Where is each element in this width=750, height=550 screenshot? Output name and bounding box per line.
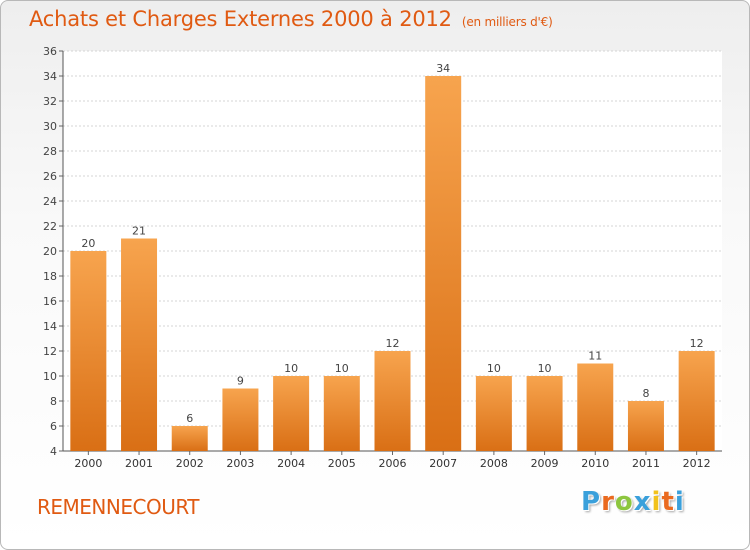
logo-letter: r <box>601 487 615 517</box>
logo-letter: t <box>661 487 675 517</box>
y-tick-label: 14 <box>43 320 57 333</box>
y-tick-label: 16 <box>43 295 57 308</box>
bar <box>121 238 158 451</box>
y-tick-label: 6 <box>50 420 57 433</box>
chart-unit-label: (en milliers d'€) <box>461 15 553 29</box>
x-tick-label: 2012 <box>683 457 711 470</box>
x-tick-label: 2008 <box>480 457 508 470</box>
y-tick-label: 32 <box>43 95 57 108</box>
bar-value-label: 10 <box>538 362 552 375</box>
y-tick-label: 12 <box>43 345 57 358</box>
y-tick-label: 24 <box>43 195 57 208</box>
bar <box>577 363 614 451</box>
bar-value-label: 9 <box>237 375 244 388</box>
bar-value-label: 10 <box>335 362 349 375</box>
y-tick-label: 10 <box>43 370 57 383</box>
chart-title: Achats et Charges Externes 2000 à 2012 (e… <box>29 7 553 31</box>
x-tick-label: 2005 <box>328 457 356 470</box>
logo-letter: x <box>633 487 652 517</box>
y-tick-label: 28 <box>43 145 57 158</box>
bar <box>374 351 411 451</box>
bar <box>627 401 664 451</box>
bar <box>323 376 360 451</box>
y-tick-label: 18 <box>43 270 57 283</box>
bar <box>273 376 310 451</box>
bar <box>425 76 462 451</box>
x-tick-label: 2000 <box>74 457 102 470</box>
bar-value-label: 11 <box>588 350 602 363</box>
bar-value-label: 6 <box>186 412 193 425</box>
bar-value-label: 8 <box>642 387 649 400</box>
bar-value-label: 10 <box>284 362 298 375</box>
bar <box>526 376 563 451</box>
x-tick-label: 2011 <box>632 457 660 470</box>
bar-value-label: 12 <box>386 337 400 350</box>
bar-value-label: 10 <box>487 362 501 375</box>
x-tick-label: 2003 <box>226 457 254 470</box>
bar-value-label: 21 <box>132 225 146 238</box>
logo-letter: i <box>651 487 662 517</box>
bar <box>475 376 512 451</box>
bar <box>70 251 107 451</box>
bar-value-label: 12 <box>690 337 704 350</box>
y-tick-label: 34 <box>43 70 57 83</box>
x-tick-label: 2006 <box>379 457 407 470</box>
y-tick-label: 22 <box>43 220 57 233</box>
logo-letter: P <box>581 487 602 517</box>
y-tick-label: 4 <box>50 445 57 458</box>
bar <box>678 351 715 451</box>
y-tick-label: 30 <box>43 120 57 133</box>
bar-value-label: 34 <box>436 62 450 75</box>
x-tick-label: 2010 <box>581 457 609 470</box>
logo-letter: i <box>674 487 685 517</box>
bar <box>171 426 208 451</box>
x-tick-label: 2007 <box>429 457 457 470</box>
bar <box>222 388 259 451</box>
x-tick-label: 2009 <box>531 457 559 470</box>
y-tick-label: 20 <box>43 245 57 258</box>
logo-letter: o <box>614 487 634 517</box>
x-tick-label: 2002 <box>176 457 204 470</box>
x-tick-label: 2001 <box>125 457 153 470</box>
proxiti-logo: Proxiti <box>581 487 685 517</box>
y-tick-label: 26 <box>43 170 57 183</box>
chart-title-text: Achats et Charges Externes 2000 à 2012 <box>29 7 452 31</box>
y-tick-label: 36 <box>43 45 57 58</box>
y-tick-label: 8 <box>50 395 57 408</box>
x-tick-label: 2004 <box>277 457 305 470</box>
bar-value-label: 20 <box>81 237 95 250</box>
commune-name: REMENNECOURT <box>37 495 200 519</box>
